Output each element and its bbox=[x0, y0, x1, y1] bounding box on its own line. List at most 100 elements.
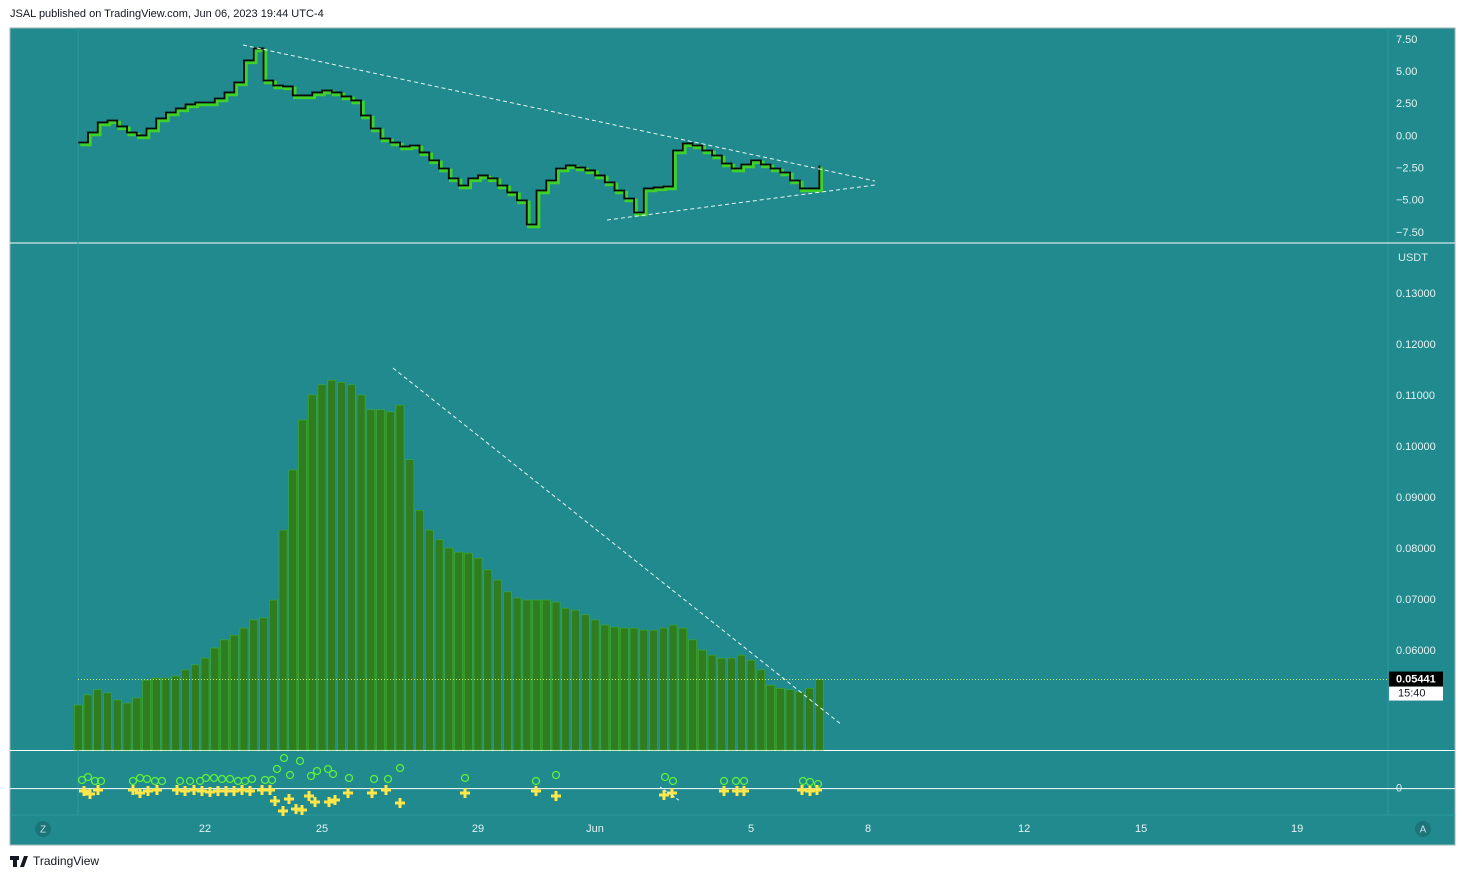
signal-cross bbox=[297, 805, 307, 815]
bar bbox=[561, 607, 571, 751]
bar bbox=[317, 384, 327, 751]
x-tick-label: 15 bbox=[1135, 823, 1147, 835]
bar bbox=[600, 624, 610, 751]
bar bbox=[571, 609, 580, 751]
button-label[interactable]: Z bbox=[40, 825, 46, 836]
bar bbox=[171, 675, 181, 751]
bar bbox=[756, 669, 766, 751]
bar bbox=[444, 547, 454, 751]
signal-cross bbox=[85, 789, 95, 799]
bar bbox=[327, 379, 337, 751]
signal-cross bbox=[659, 790, 669, 800]
bar bbox=[629, 627, 639, 751]
signal-circle bbox=[369, 774, 379, 784]
bar bbox=[483, 569, 493, 751]
bar bbox=[151, 677, 161, 751]
x-tick-label: 25 bbox=[316, 823, 328, 835]
y-tick-label: 5.00 bbox=[1396, 66, 1417, 78]
signal-circle bbox=[328, 769, 338, 779]
signal-circle bbox=[157, 776, 167, 786]
signal-cross bbox=[381, 785, 391, 795]
bar bbox=[493, 579, 502, 751]
bar bbox=[249, 619, 259, 751]
bar bbox=[268, 599, 278, 751]
bar bbox=[620, 627, 629, 751]
signal-cross bbox=[310, 797, 320, 807]
signal-cross bbox=[304, 791, 314, 801]
signal-circle bbox=[312, 766, 322, 776]
x-tick-label: 19 bbox=[1291, 823, 1303, 835]
signal-cross bbox=[265, 785, 275, 795]
button-label[interactable]: A bbox=[1420, 825, 1427, 836]
x-tick-label: 22 bbox=[199, 823, 211, 835]
bar bbox=[473, 557, 483, 751]
signal-circle bbox=[267, 775, 277, 785]
signal-circle bbox=[90, 776, 100, 786]
bar bbox=[522, 599, 532, 751]
button[interactable] bbox=[35, 821, 51, 837]
y-tick-label: 0.07000 bbox=[1396, 594, 1436, 606]
bar bbox=[815, 679, 824, 751]
signal-cross bbox=[812, 785, 822, 795]
signal-circle bbox=[247, 774, 257, 784]
signal-cross bbox=[330, 795, 340, 805]
bar bbox=[502, 591, 512, 751]
signal-cross bbox=[284, 794, 294, 804]
bar bbox=[346, 384, 356, 751]
x-tick-label: 12 bbox=[1018, 823, 1030, 835]
signal-cross bbox=[152, 785, 162, 795]
signal-cross bbox=[128, 785, 138, 795]
signal-circle bbox=[395, 763, 405, 773]
signal-circle bbox=[383, 774, 393, 784]
signal-circle bbox=[805, 777, 815, 787]
bar bbox=[122, 702, 132, 751]
bar bbox=[424, 529, 434, 751]
button[interactable] bbox=[1415, 821, 1431, 837]
bar bbox=[737, 654, 746, 751]
bar bbox=[512, 597, 522, 751]
bar bbox=[259, 617, 268, 751]
signal-circle bbox=[279, 753, 289, 763]
bar bbox=[727, 657, 736, 751]
signal-circle bbox=[285, 770, 295, 780]
signal-circle bbox=[209, 773, 219, 783]
marks bbox=[10, 47, 1455, 816]
y-tick-label: −2.50 bbox=[1396, 163, 1424, 175]
y-tick-label: −7.50 bbox=[1396, 227, 1424, 239]
bar bbox=[717, 657, 727, 751]
y-tick-label: 0.06000 bbox=[1396, 645, 1436, 657]
y-tick-label: 0.00 bbox=[1396, 130, 1417, 142]
bar bbox=[581, 614, 590, 751]
signal-circle bbox=[660, 772, 670, 782]
signal-circle bbox=[668, 776, 678, 786]
signal-cross bbox=[135, 788, 145, 798]
signal-circle bbox=[344, 773, 354, 783]
logo bbox=[10, 856, 28, 867]
x-tick-label: 8 bbox=[865, 823, 871, 835]
y-tick-label: 0.12000 bbox=[1396, 339, 1436, 351]
signal-circle bbox=[142, 774, 152, 784]
signal-circle bbox=[185, 776, 195, 786]
y-tick-label: 0.10000 bbox=[1396, 441, 1436, 453]
signal-circle bbox=[295, 756, 305, 766]
signal-circle bbox=[739, 776, 749, 786]
signal-cross bbox=[531, 786, 541, 796]
signal-circle bbox=[83, 772, 93, 782]
bar bbox=[385, 411, 395, 751]
bar bbox=[112, 699, 122, 751]
signal-cross bbox=[270, 796, 280, 806]
signal-circle bbox=[96, 776, 106, 786]
bar bbox=[200, 657, 210, 751]
bar bbox=[766, 684, 775, 751]
header: JSAL published on TradingView.com, Jun 0… bbox=[10, 8, 324, 20]
signal-circle bbox=[175, 776, 185, 786]
signal-circle bbox=[460, 773, 470, 783]
bar bbox=[805, 687, 814, 751]
bar bbox=[707, 654, 717, 751]
bar bbox=[785, 689, 795, 751]
signal-circle bbox=[719, 776, 729, 786]
signal-cross bbox=[719, 786, 729, 796]
y-tick-label: 7.50 bbox=[1396, 34, 1417, 46]
bar bbox=[181, 669, 190, 751]
